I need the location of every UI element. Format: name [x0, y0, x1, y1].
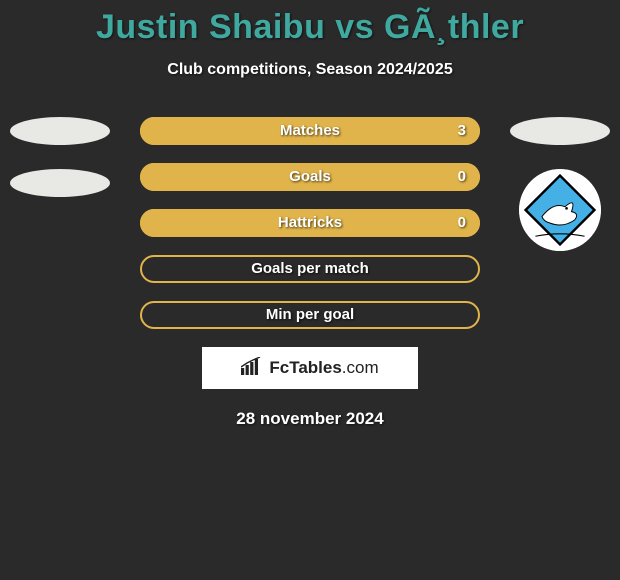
- player-placeholder: [10, 117, 110, 145]
- site-logo: FcTables.com: [202, 347, 418, 389]
- stat-label: Goals per match: [140, 255, 480, 283]
- stat-label: Hattricks: [140, 209, 480, 237]
- stat-label: Matches: [140, 117, 480, 145]
- subtitle: Club competitions, Season 2024/2025: [0, 61, 620, 79]
- stat-row: Goals0: [140, 163, 480, 191]
- left-player-column: [0, 117, 120, 221]
- comparison-card: Justin Shaibu vs GÃ¸thler Club competiti…: [0, 0, 620, 580]
- page-title: Justin Shaibu vs GÃ¸thler: [0, 0, 620, 47]
- comparison-body: Matches3Goals0Hattricks0Goals per matchM…: [0, 117, 620, 329]
- stat-row: Hattricks0: [140, 209, 480, 237]
- stat-value: 0: [458, 163, 466, 191]
- stats-bars: Matches3Goals0Hattricks0Goals per matchM…: [140, 117, 480, 329]
- stat-value: 3: [458, 117, 466, 145]
- bar-chart-icon: [241, 357, 263, 380]
- logo-text-strong: FcTables: [269, 358, 341, 378]
- stat-label: Min per goal: [140, 301, 480, 329]
- player-placeholder: [10, 169, 110, 197]
- right-player-column: [500, 117, 620, 251]
- player-placeholder: [510, 117, 610, 145]
- club-badge-icon: [519, 169, 601, 251]
- stat-value: 0: [458, 209, 466, 237]
- date-label: 28 november 2024: [0, 409, 620, 429]
- stat-row: Goals per match: [140, 255, 480, 283]
- stat-row: Matches3: [140, 117, 480, 145]
- stat-label: Goals: [140, 163, 480, 191]
- stat-row: Min per goal: [140, 301, 480, 329]
- club-badge: [519, 169, 601, 251]
- logo-text-light: .com: [342, 358, 379, 378]
